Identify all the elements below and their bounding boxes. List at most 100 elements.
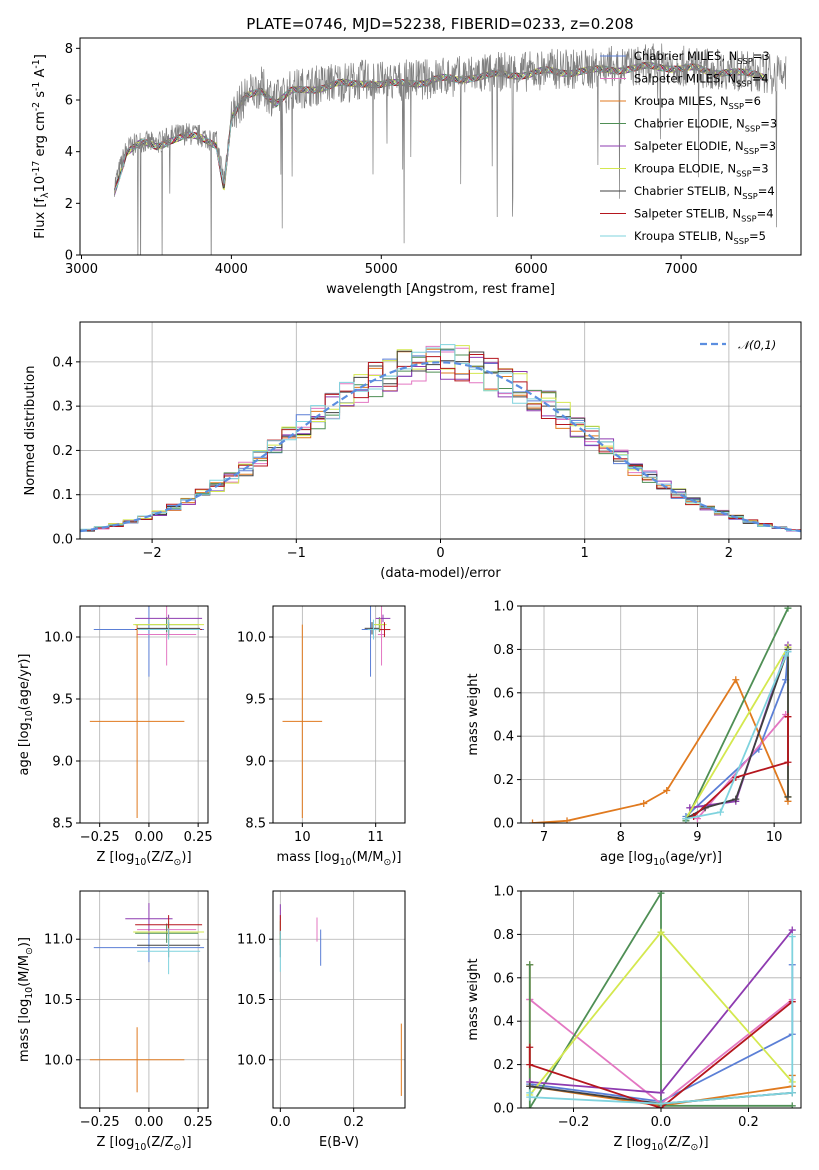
axes-frame (520, 605, 802, 824)
y-tick-label: 0.4 (493, 1015, 514, 1030)
y-tick-label: 10.5 (237, 993, 266, 1008)
mass-weight-marker (788, 1102, 796, 1108)
x-tick-label: 0.25 (184, 830, 213, 845)
x-tick-label: 0.25 (184, 1115, 213, 1130)
y-tick-label: 0.3 (52, 400, 73, 415)
x-axis-label: Z [log10​(Z/Z⊙​)] (613, 1135, 708, 1153)
mass-weight-line (685, 651, 789, 818)
mass-weight-marker (663, 786, 671, 794)
x-tick-label: 10 (766, 830, 783, 845)
plot-area (279, 904, 402, 1096)
panel-age-vs-mass: 10 11 8.5 9.0 9.5 10.0 mass [log10​(M/M⊙​)] (237, 605, 406, 868)
y-tick-label: 0.4 (493, 730, 514, 745)
x-tick-label: 0.00 (134, 1115, 163, 1130)
legend-entry: Salpeter MILES, NSSP​=4 (634, 72, 769, 89)
gaussian-curve (80, 361, 801, 533)
mass-weight-marker (716, 808, 724, 816)
mass-weight-marker (657, 891, 665, 897)
x-tick-label: 8 (617, 830, 625, 845)
figure-title: PLATE=0746, MJD=52238, FIBERID=0233, z=0… (246, 15, 633, 33)
x-tick-label: 1 (581, 546, 589, 561)
mass-weight-marker (526, 1043, 534, 1051)
mass-weight-marker (784, 713, 792, 721)
mass-weight-marker (782, 652, 790, 660)
y-tick-label: 1.0 (493, 600, 514, 615)
spectrum-legend: Chabrier MILES, NSSP​=3 Salpeter MILES, N… (600, 49, 777, 246)
mass-weight-marker (526, 1093, 534, 1101)
x-tick-label: 0.0 (651, 1115, 672, 1130)
mass-weight-marker (640, 799, 648, 807)
mass-weight-line (528, 1001, 793, 1108)
axes-frame (79, 37, 802, 256)
x-tick-label: 2 (725, 546, 733, 561)
x-tick-label: 7 (540, 830, 548, 845)
x-tick-label: −0.25 (80, 830, 120, 845)
panel-residuals: −2 −1 0 1 2 0.0 0.1 0.2 0.3 0.4 (data-model)/error… (23, 321, 802, 581)
x-axis-label: age [log10​(age/yr)] (600, 850, 722, 868)
plot-area (529, 606, 792, 823)
y-tick-label: 11.0 (237, 933, 266, 948)
mass-weight-marker (563, 817, 571, 823)
y-tick-label: 0.0 (52, 533, 73, 548)
y-tick-label: 0.0 (493, 817, 514, 832)
mass-weight-marker (784, 793, 792, 801)
mass-weight-marker (526, 1082, 534, 1090)
legend-entry: Salpeter STELIB, NSSP​=4 (634, 207, 774, 224)
x-tick-label: 10 (294, 830, 311, 845)
y-tick-label: 10.0 (44, 631, 73, 646)
legend-entry: Chabrier ELODIE, NSSP​=3 (634, 117, 777, 134)
mass-weight-marker (526, 1104, 534, 1108)
mass-weight-marker (784, 648, 792, 656)
panel-age-vs-metallicity: −0.25 0.00 0.25 8.5 9.0 9.5 10.0 Z [log10​(Z/Z⊙… (17, 605, 213, 868)
plot-area (89, 903, 205, 1093)
legend-entry: Kroupa ELODIE, NSSP​=3 (634, 162, 769, 179)
y-tick-label: 0.2 (493, 773, 514, 788)
mass-weight-marker (526, 961, 534, 969)
x-tick-label: 0.00 (134, 830, 163, 845)
x-tick-label: −0.2 (558, 1115, 590, 1130)
y-tick-label: 9.0 (245, 755, 266, 770)
x-axis-label: E(B-V) (319, 1135, 359, 1150)
plot-area (282, 606, 391, 819)
x-tick-label: 3000 (65, 262, 98, 277)
mass-weight-marker (788, 933, 796, 941)
y-tick-label: 10.0 (44, 1053, 73, 1068)
x-tick-label: 4000 (215, 262, 248, 277)
x-tick-label: −0.25 (80, 1115, 120, 1130)
mass-weight-marker (657, 1089, 665, 1097)
residual-histogram-8 (80, 344, 801, 532)
legend-entry: Chabrier MILES, NSSP​=3 (634, 49, 770, 66)
y-axis-label: age [log10​(age/yr)] (17, 654, 35, 776)
y-axis-label: mass weight (466, 673, 481, 755)
mass-weight-marker (784, 606, 792, 612)
x-axis-label: (data-model)/error (380, 566, 501, 581)
legend-entry: Chabrier STELIB, NSSP​=4 (634, 184, 775, 201)
panel-mass-vs-ebv: 0.0 0.2 10.0 10.5 11.0 E(B-V) (237, 890, 406, 1150)
x-tick-label: −2 (143, 546, 162, 561)
y-tick-label: 0.2 (493, 1058, 514, 1073)
mass-weight-line (685, 643, 789, 820)
mass-weight-marker (526, 1061, 534, 1069)
y-tick-label: 8.5 (52, 817, 73, 832)
x-tick-label: 0.2 (738, 1115, 759, 1130)
mass-weight-marker (732, 795, 740, 803)
y-tick-label: 0.6 (493, 971, 514, 986)
panel-mass-weight-vs-metallicity: −0.2 0.0 0.2 0.0 0.2 0.4 0.6 0.8 1.0 Z [log10​(Z/… (466, 885, 802, 1153)
x-tick-label: −1 (287, 546, 306, 561)
mass-weight-marker (657, 928, 665, 936)
y-tick-label: 0.0 (493, 1102, 514, 1117)
x-axis-label: mass [log10​(M/M⊙​)] (277, 850, 402, 868)
panel-mass-weight-vs-age: 7 8 9 10 0.0 0.2 0.4 0.6 0.8 1.0 age [log10​(age/y… (466, 600, 802, 868)
y-tick-label: 0.1 (52, 488, 73, 503)
y-tick-label: 9.5 (52, 693, 73, 708)
x-axis-label: Z [log10​(Z/Z⊙​)] (96, 850, 191, 868)
mass-weight-marker (732, 676, 740, 684)
y-axis-label: mass [log10​(M/M⊙​)] (17, 937, 35, 1062)
y-tick-label: 1.0 (493, 885, 514, 900)
x-tick-label: 0 (436, 546, 444, 561)
x-axis-label: wavelength [Angstrom, rest frame] (326, 282, 555, 297)
mass-weight-marker (682, 815, 690, 823)
plot-area (80, 344, 801, 533)
y-tick-label: 0.2 (52, 444, 73, 459)
mass-weight-marker (788, 926, 796, 934)
